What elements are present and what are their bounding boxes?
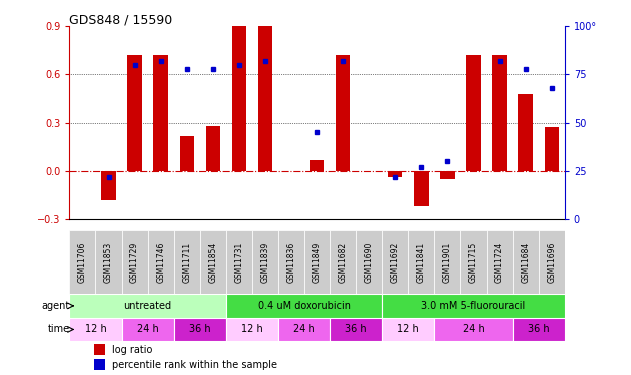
Text: GSM11684: GSM11684: [521, 242, 530, 283]
Bar: [388, 171, 403, 177]
Text: GSM11839: GSM11839: [261, 242, 269, 283]
Text: GSM11849: GSM11849: [312, 242, 322, 283]
Bar: [122, 318, 174, 341]
Bar: [545, 128, 559, 171]
Bar: [174, 318, 226, 341]
Bar: [434, 318, 512, 341]
Text: time: time: [47, 324, 69, 334]
Bar: [408, 230, 434, 294]
Bar: [94, 344, 105, 355]
Bar: [278, 230, 304, 294]
Text: 24 h: 24 h: [293, 324, 315, 334]
Text: GSM11682: GSM11682: [339, 242, 348, 283]
Text: GSM11692: GSM11692: [391, 242, 400, 283]
Text: GSM11696: GSM11696: [547, 242, 556, 283]
Bar: [278, 318, 330, 341]
Bar: [466, 55, 481, 171]
Bar: [258, 26, 272, 171]
Bar: [252, 230, 278, 294]
Bar: [310, 160, 324, 171]
Bar: [153, 55, 168, 171]
Bar: [382, 294, 565, 318]
Bar: [434, 230, 461, 294]
Bar: [492, 55, 507, 171]
Text: 0.4 uM doxorubicin: 0.4 uM doxorubicin: [257, 301, 351, 311]
Text: GSM11836: GSM11836: [286, 242, 295, 283]
Text: percentile rank within the sample: percentile rank within the sample: [112, 360, 276, 370]
Bar: [382, 230, 408, 294]
Bar: [206, 126, 220, 171]
Text: 24 h: 24 h: [463, 324, 485, 334]
Bar: [226, 294, 382, 318]
Bar: [122, 230, 148, 294]
Text: 3.0 mM 5-fluorouracil: 3.0 mM 5-fluorouracil: [422, 301, 526, 311]
Bar: [512, 230, 539, 294]
Bar: [382, 318, 434, 341]
Text: GSM11729: GSM11729: [130, 242, 139, 283]
Bar: [69, 230, 95, 294]
Text: 36 h: 36 h: [189, 324, 211, 334]
Bar: [539, 230, 565, 294]
Text: 36 h: 36 h: [528, 324, 550, 334]
Bar: [127, 55, 142, 171]
Text: GSM11731: GSM11731: [234, 242, 244, 283]
Text: GDS848 / 15590: GDS848 / 15590: [69, 13, 173, 26]
Text: log ratio: log ratio: [112, 345, 152, 355]
Text: GSM11746: GSM11746: [156, 242, 165, 283]
Bar: [461, 230, 487, 294]
Bar: [69, 318, 122, 341]
Text: GSM11690: GSM11690: [365, 242, 374, 283]
Text: 12 h: 12 h: [85, 324, 107, 334]
Text: GSM11901: GSM11901: [443, 242, 452, 283]
Bar: [336, 55, 350, 171]
Text: GSM11711: GSM11711: [182, 242, 191, 283]
Bar: [226, 230, 252, 294]
Text: GSM11854: GSM11854: [208, 242, 217, 283]
Bar: [330, 230, 356, 294]
Text: untreated: untreated: [124, 301, 172, 311]
Bar: [356, 230, 382, 294]
Bar: [94, 359, 105, 370]
Text: 36 h: 36 h: [345, 324, 367, 334]
Bar: [174, 230, 200, 294]
Bar: [69, 294, 226, 318]
Bar: [512, 318, 565, 341]
Bar: [487, 230, 512, 294]
Text: GSM11706: GSM11706: [78, 242, 87, 283]
Bar: [330, 318, 382, 341]
Bar: [519, 94, 533, 171]
Bar: [102, 171, 115, 200]
Bar: [232, 26, 246, 171]
Text: 12 h: 12 h: [241, 324, 262, 334]
Text: GSM11715: GSM11715: [469, 242, 478, 283]
Text: 24 h: 24 h: [137, 324, 158, 334]
Bar: [200, 230, 226, 294]
Text: GSM11841: GSM11841: [417, 242, 426, 283]
Bar: [304, 230, 330, 294]
Bar: [95, 230, 122, 294]
Text: 12 h: 12 h: [398, 324, 419, 334]
Bar: [180, 135, 194, 171]
Bar: [440, 171, 454, 179]
Bar: [148, 230, 174, 294]
Text: agent: agent: [41, 301, 69, 311]
Text: GSM11724: GSM11724: [495, 242, 504, 283]
Bar: [414, 171, 428, 206]
Bar: [226, 318, 278, 341]
Text: GSM11853: GSM11853: [104, 242, 113, 283]
